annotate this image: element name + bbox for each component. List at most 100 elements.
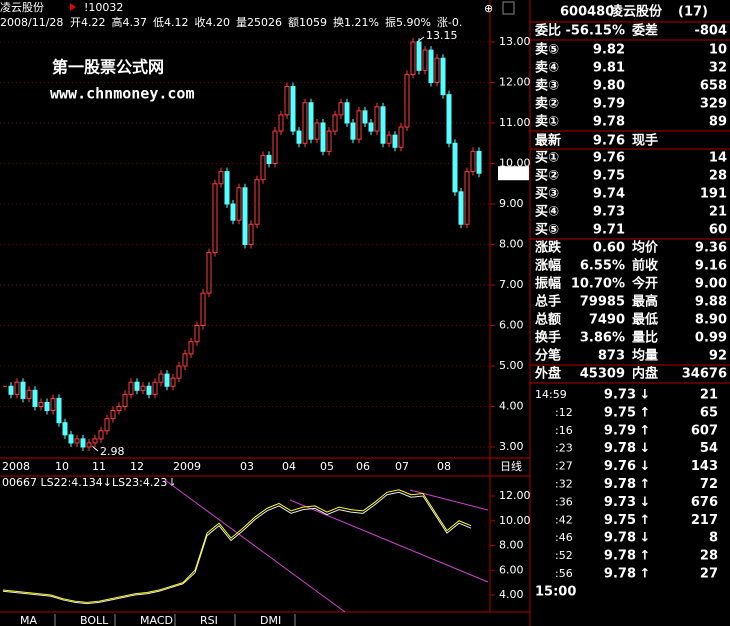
field-label: 总额 xyxy=(535,312,561,328)
quote-item: 开4.22 xyxy=(70,16,106,29)
candle xyxy=(26,389,32,399)
candle xyxy=(242,187,248,246)
field-label: 今开 xyxy=(631,276,658,292)
candle xyxy=(206,252,212,294)
candle xyxy=(464,171,470,225)
last-price: 9.76 xyxy=(593,134,625,149)
candle xyxy=(182,353,188,367)
tick-volume: 27 xyxy=(700,567,718,582)
window-button[interactable] xyxy=(502,1,515,15)
candle xyxy=(404,73,410,128)
candle xyxy=(374,106,380,132)
annotation-leader xyxy=(91,445,99,452)
candle xyxy=(422,49,428,71)
candle xyxy=(62,422,68,436)
field-value: 9.36 xyxy=(695,241,727,256)
field-label: 换手 xyxy=(535,330,561,346)
indicator-line xyxy=(2,491,472,605)
field-value: -804 xyxy=(694,24,727,39)
y-tick-label: 5.00 xyxy=(499,359,524,372)
tick-direction: ↑ xyxy=(640,513,651,528)
quote-date: 2008/11/28 xyxy=(0,16,63,29)
y-tick-label: 12.00 xyxy=(499,489,531,502)
candle xyxy=(308,102,314,140)
candle xyxy=(362,110,368,124)
tick-price: 9.76 xyxy=(604,459,636,474)
tick-time: :16 xyxy=(555,424,573,437)
indicator-line xyxy=(2,489,472,603)
field-label: 振幅 xyxy=(535,276,561,292)
date-label: 10 xyxy=(55,460,69,473)
panel-count: (17) xyxy=(678,5,708,20)
field-value: 9.88 xyxy=(695,295,727,310)
candle xyxy=(158,373,164,383)
book-label: 买② xyxy=(535,169,559,184)
field-label: 涨幅 xyxy=(534,258,561,274)
tick-volume: 143 xyxy=(691,459,718,474)
tab[interactable]: MACD xyxy=(140,614,173,626)
field-value: 6.55% xyxy=(580,259,625,274)
tick-direction: ↑ xyxy=(640,405,651,420)
field-value: 92 xyxy=(709,349,727,364)
book-volume: 28 xyxy=(709,169,727,184)
tick-price: 9.78 xyxy=(604,441,636,456)
closing-time: 15:00 xyxy=(535,585,576,600)
tab[interactable]: BOLL xyxy=(80,614,109,626)
candle xyxy=(224,171,230,205)
candle xyxy=(392,134,398,148)
tick-volume: 28 xyxy=(700,549,718,564)
book-volume: 14 xyxy=(709,151,727,166)
candle xyxy=(368,122,374,132)
tick-time: :36 xyxy=(555,495,573,508)
quote-item: 低4.12 xyxy=(153,16,189,29)
tick-time: :46 xyxy=(555,531,573,544)
tick-volume: 21 xyxy=(700,388,718,403)
candle xyxy=(98,430,104,440)
tick-volume: 217 xyxy=(691,513,718,528)
candle xyxy=(146,385,152,395)
field-value: 79985 xyxy=(580,295,625,310)
candle xyxy=(458,191,464,225)
tab[interactable]: MA xyxy=(20,614,37,626)
candle xyxy=(230,203,236,221)
tab[interactable]: RSI xyxy=(200,614,218,626)
tick-volume: 607 xyxy=(691,423,718,438)
book-volume: 658 xyxy=(700,79,727,94)
zoom-icon[interactable]: ⊕ xyxy=(484,2,493,15)
book-price: 9.76 xyxy=(593,151,625,166)
candle xyxy=(212,183,218,254)
candle xyxy=(356,110,362,140)
y-tick-label: 6.00 xyxy=(499,319,524,332)
panel-code: 600480 xyxy=(560,5,614,20)
candle xyxy=(452,142,458,193)
date-label: 04 xyxy=(282,460,296,473)
book-price: 9.80 xyxy=(593,79,625,94)
candle xyxy=(434,57,440,83)
date-label: 08 xyxy=(437,460,451,473)
tick-time: :27 xyxy=(555,460,573,473)
tick-price: 9.78 xyxy=(604,531,636,546)
indicator-label: 00667 LS22:4.134↓LS23:4.23↓ xyxy=(2,476,177,489)
candle xyxy=(314,122,320,140)
candle xyxy=(110,410,116,420)
field-label: 内盘 xyxy=(632,366,658,382)
field-label: 总手 xyxy=(535,294,561,310)
tab[interactable]: DMI xyxy=(260,614,281,626)
candle xyxy=(74,438,80,444)
book-label: 卖② xyxy=(535,96,559,112)
field-label: 前收 xyxy=(632,258,659,274)
quote-item: 额1059 xyxy=(288,16,327,29)
candle xyxy=(44,401,50,412)
candle xyxy=(248,223,254,245)
candle xyxy=(128,381,134,395)
field-label: 最低 xyxy=(632,312,658,328)
last-label: 现手 xyxy=(632,133,658,149)
trend-line xyxy=(164,479,346,613)
candle xyxy=(470,150,476,173)
book-label: 买④ xyxy=(535,205,559,220)
quote-item: 换1.21% xyxy=(333,15,379,29)
book-label: 卖① xyxy=(535,114,559,130)
candle xyxy=(278,114,284,132)
candle xyxy=(56,397,62,424)
candle xyxy=(218,171,224,185)
